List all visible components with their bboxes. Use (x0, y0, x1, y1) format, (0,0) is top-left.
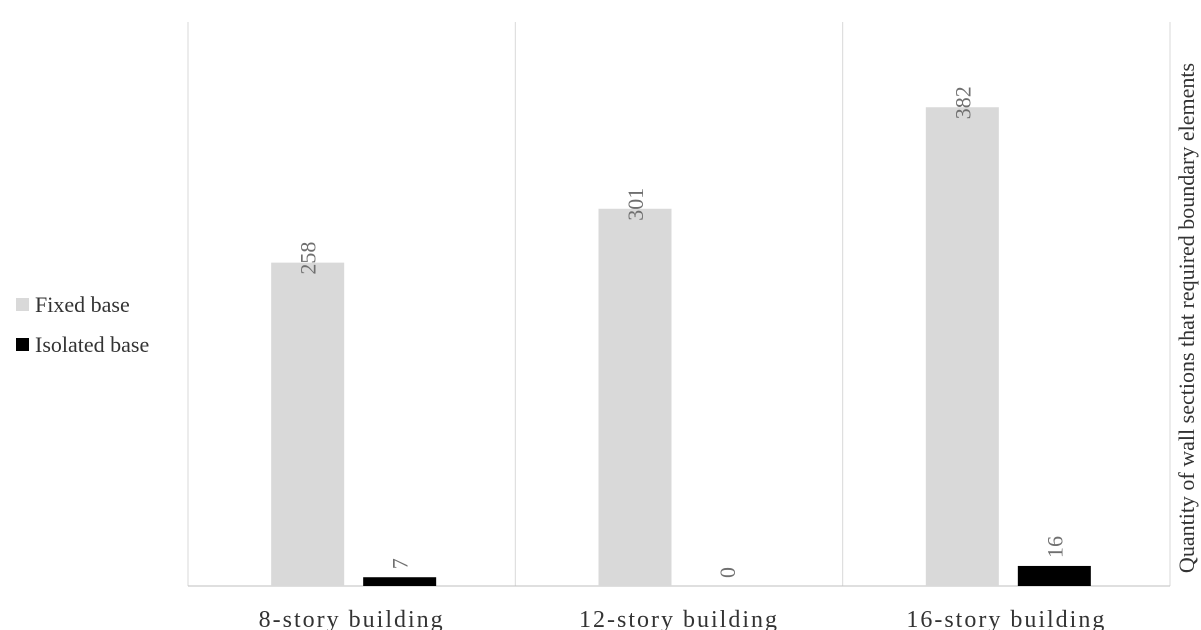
data-label: 7 (388, 558, 413, 569)
bar-isolated-base (363, 577, 437, 586)
bar-fixed-base (925, 107, 999, 586)
legend: Fixed base Isolated base (16, 292, 149, 357)
data-label: 258 (296, 242, 321, 275)
bar-isolated-base (1017, 565, 1091, 586)
bar-fixed-base (271, 262, 345, 586)
legend-item-label: Isolated base (35, 332, 149, 357)
plot-area: 258 7 8-story building 301 0 12-story buildin… (187, 22, 1171, 630)
data-label: 382 (950, 86, 975, 119)
y-axis-label: Quantity of wall sections that required … (1174, 63, 1199, 573)
bar-fixed-base (598, 208, 672, 586)
category-label: 8-story building (259, 607, 445, 630)
data-label: 0 (715, 567, 740, 578)
data-label: 16 (1042, 536, 1067, 558)
legend-swatch (16, 298, 29, 311)
category-label: 12-story building (579, 607, 779, 630)
category-label: 16-story building (906, 607, 1106, 630)
legend-item-label: Fixed base (35, 292, 130, 317)
data-label: 301 (623, 188, 648, 221)
legend-swatch (16, 338, 29, 351)
